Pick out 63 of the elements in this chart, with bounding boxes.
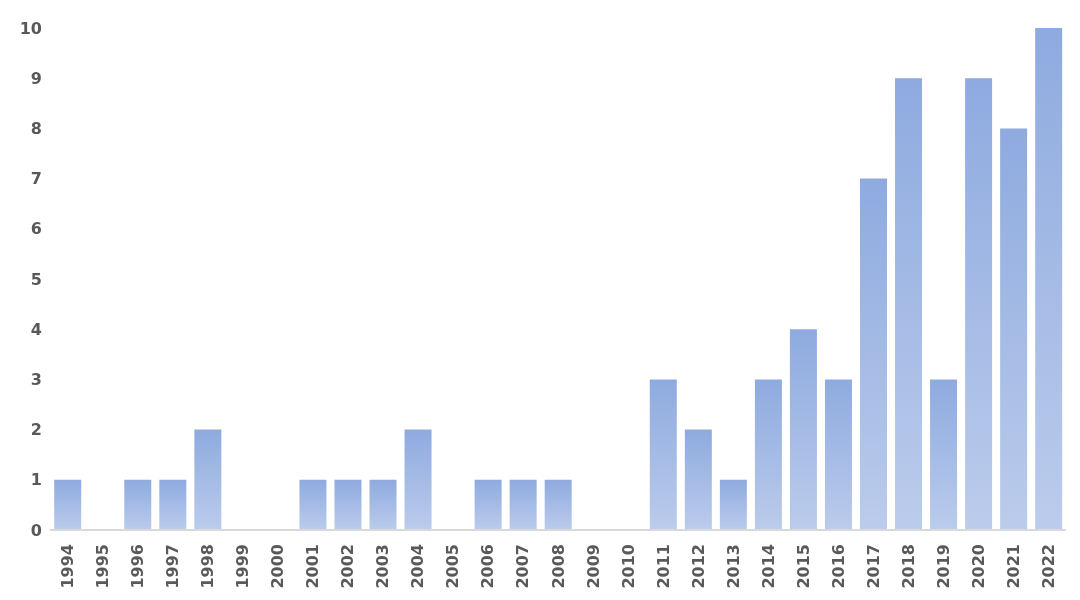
- x-tick-label: 2013: [723, 544, 743, 589]
- bar: [965, 78, 993, 530]
- bar: [544, 479, 572, 530]
- x-tick-label: 1997: [163, 544, 183, 589]
- y-tick-label: 7: [30, 169, 42, 189]
- bar: [824, 379, 852, 530]
- y-tick-label: 6: [30, 219, 42, 239]
- x-tick-label: 2010: [618, 544, 638, 589]
- bar: [684, 429, 712, 530]
- x-tick-label: 2018: [898, 544, 918, 589]
- bar: [474, 479, 502, 530]
- x-tick-label: 2017: [863, 544, 883, 589]
- x-tick-label: 2022: [1038, 544, 1058, 589]
- bar: [789, 329, 817, 530]
- y-tick-label: 0: [30, 520, 42, 540]
- x-tick-label: 2008: [548, 544, 568, 589]
- bar: [404, 429, 432, 530]
- y-tick-label: 8: [30, 119, 42, 139]
- bar: [930, 379, 958, 530]
- bar: [895, 78, 923, 530]
- x-tick-label: 1998: [198, 544, 218, 589]
- x-tick-label: 1999: [233, 544, 253, 589]
- x-tick-label: 2016: [828, 544, 848, 589]
- y-tick-label: 2: [30, 420, 42, 440]
- x-tick-label: 2006: [478, 544, 498, 589]
- bar: [860, 178, 887, 530]
- x-tick-label: 1995: [93, 544, 113, 589]
- x-tick-label: 2004: [408, 544, 428, 589]
- x-tick-label: 1994: [58, 544, 78, 589]
- bar: [334, 479, 362, 530]
- bar: [649, 379, 677, 530]
- bar: [299, 479, 327, 530]
- y-tick-label: 3: [30, 370, 42, 390]
- bar: [124, 479, 152, 530]
- bar: [1000, 128, 1028, 530]
- x-tick-label: 2012: [688, 544, 708, 589]
- y-tick-label: 1: [30, 470, 42, 490]
- x-tick-label: 2005: [443, 544, 463, 589]
- x-tick-label: 2021: [1003, 544, 1023, 589]
- x-tick-label: 2001: [303, 544, 323, 589]
- x-tick-label: 1996: [128, 544, 148, 589]
- bar: [754, 379, 782, 530]
- bar: [54, 479, 82, 530]
- x-tick-label: 2015: [793, 544, 813, 589]
- x-tick-label: 2007: [513, 544, 533, 589]
- y-tick-label: 10: [19, 18, 42, 38]
- bar: [1035, 28, 1063, 530]
- x-tick-label: 2000: [268, 544, 288, 589]
- x-tick-label: 2003: [373, 544, 393, 589]
- bar: [509, 479, 537, 530]
- bar: [369, 479, 397, 530]
- y-tick-label: 4: [30, 319, 42, 339]
- x-tick-label: 2011: [653, 544, 673, 589]
- x-tick-label: 2009: [583, 544, 603, 589]
- y-tick-label: 5: [30, 269, 42, 289]
- bar: [194, 429, 222, 530]
- y-tick-label: 9: [30, 68, 42, 88]
- x-tick-label: 2014: [758, 544, 778, 589]
- x-tick-label: 2020: [968, 544, 988, 589]
- bar: [159, 479, 187, 530]
- bar: [719, 479, 747, 530]
- x-tick-label: 2002: [338, 544, 358, 589]
- x-tick-label: 2019: [933, 544, 953, 589]
